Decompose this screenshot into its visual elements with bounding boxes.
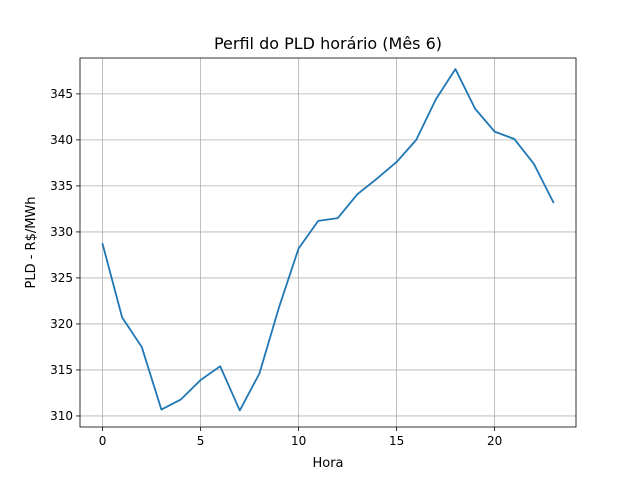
chart-title: Perfil do PLD horário (Mês 6): [214, 34, 442, 53]
x-tick-label: 15: [389, 434, 404, 448]
plot-frame: [79, 57, 577, 428]
x-tick-label: 0: [99, 434, 107, 448]
y-tick-label: 310: [50, 409, 73, 423]
series-layer: [101, 68, 555, 412]
y-tick-label: 320: [50, 317, 73, 331]
ticks: 0 5 10 15 20 310 315 320 325 330 335 340 345: [50, 87, 502, 448]
y-tick-label: 340: [50, 133, 73, 147]
y-tick-label: 325: [50, 271, 73, 285]
y-tick-label: 335: [50, 179, 73, 193]
y-axis-label: PLD - R$/MWh: [24, 196, 39, 288]
y-tick-label: 330: [50, 225, 73, 239]
y-tick-label: 345: [50, 87, 73, 101]
series-line: [101, 68, 555, 412]
grid: [80, 58, 576, 427]
x-tick-label: 5: [197, 434, 205, 448]
x-tick-label: 10: [291, 434, 306, 448]
x-axis-label: Hora: [312, 456, 343, 471]
x-tick-label: 20: [487, 434, 502, 448]
y-tick-label: 315: [50, 363, 73, 377]
